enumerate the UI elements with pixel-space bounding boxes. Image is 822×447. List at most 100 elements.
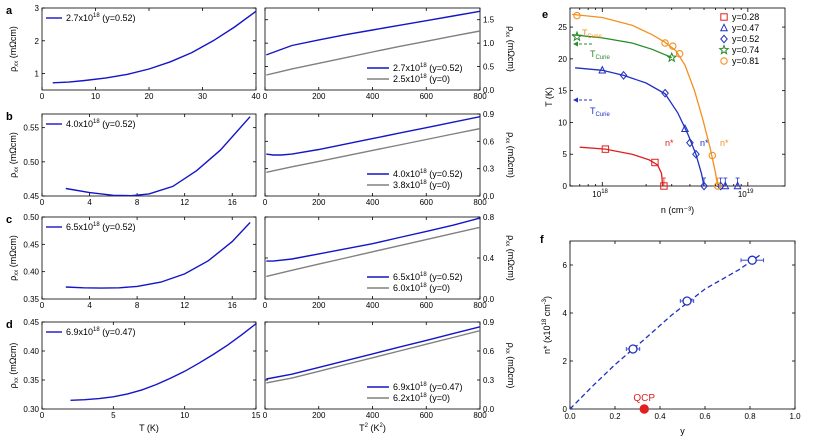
x-tick-label: 40 — [252, 92, 261, 101]
data-point — [669, 42, 677, 50]
y-tick-label: 10 — [558, 118, 567, 127]
panel-f: f 0.0 0.2 0.4 0.6 0.8 1.0 0 2 4 6 y n* (x1018 cm-3) Q… — [540, 234, 801, 436]
legend-label: y=0.52 — [732, 34, 759, 44]
legend-label: y=0.81 — [732, 56, 759, 66]
ylabel-group: T (K) — [544, 87, 554, 107]
x-tick-label: 400 — [366, 198, 380, 207]
y-tick-label: 0.45 — [23, 192, 39, 201]
plot-frame — [41, 113, 257, 197]
x-tick-label: 600 — [420, 198, 434, 207]
data-point — [700, 181, 708, 191]
y-tick-label: 15 — [558, 87, 567, 96]
legend-label: 6.9x1018 (y=0.47) — [393, 382, 463, 392]
x-tick-label: 0 — [40, 92, 45, 101]
y-tick-label: 0.40 — [23, 268, 39, 277]
x-tick-label: 200 — [312, 411, 326, 420]
legend-label: 2.5x1018 (y=0) — [393, 74, 450, 84]
data-point — [619, 70, 628, 80]
y-tick-label: 0.0 — [483, 86, 495, 95]
x-tick-label: 20 — [145, 92, 154, 101]
ylabel-text: ρxx (mΩcm) — [504, 26, 516, 72]
tcurie-label-blue: TCurie — [590, 106, 611, 118]
legend-label: 6.0x1018 (y=0) — [393, 283, 450, 293]
data-point — [628, 344, 638, 354]
xlabel: T (K) — [139, 423, 159, 433]
data-point — [680, 123, 690, 132]
tcurie-label-green: TCurie — [590, 49, 611, 61]
x-tick-label: 0.2 — [609, 412, 621, 421]
legend-label: y=0.74 — [732, 45, 759, 55]
y-tick-label: 6 — [563, 261, 568, 270]
series-line-1 — [65, 116, 251, 196]
nstar-label-blue: n* — [700, 138, 709, 148]
x-tick-label: 0 — [40, 411, 45, 420]
ylabel-text: ρxx (mΩcm) — [8, 343, 20, 389]
x-tick-label: 4 — [87, 301, 92, 310]
data-point — [573, 11, 581, 20]
x-tick-label: 200 — [312, 198, 326, 207]
data-point — [713, 182, 722, 190]
panel-letter-b: b — [6, 111, 13, 123]
qcp-label: QCP — [633, 393, 655, 404]
data-point — [747, 255, 757, 265]
x-tick-label: 0 — [263, 198, 268, 207]
x-tick-label: 15 — [252, 411, 261, 420]
data-point — [651, 158, 659, 167]
series-line-2 — [266, 30, 480, 76]
panel-letter-f: f — [540, 234, 544, 246]
x-tick-label: 600 — [420, 411, 434, 420]
legend-label: 6.2x1018 (y=0) — [393, 393, 450, 403]
y-tick-label: 0.8 — [483, 213, 495, 222]
legend-label: 6.5x1018 (y=0.52) — [393, 272, 463, 282]
y-tick-label: 0.0 — [483, 405, 495, 414]
x-tick-label: 600 — [420, 301, 434, 310]
ylabel-rho: ρxx (mΩcm) — [8, 343, 20, 389]
y-tick-label: 0.9 — [483, 110, 495, 119]
data-point — [666, 51, 678, 63]
data-point — [601, 145, 610, 153]
ylabel-rho: ρxx (mΩcm) — [504, 132, 516, 178]
ylabel-text: ρxx (mΩcm) — [504, 132, 516, 178]
y-tick-label: 0.6 — [483, 347, 495, 356]
y-tick-label: 0.6 — [483, 137, 495, 146]
y-tick-label: 0.30 — [23, 405, 39, 414]
data-point — [692, 149, 700, 159]
data-point — [708, 151, 717, 160]
legend-label: 2.7x1018 (y=0.52) — [66, 13, 136, 23]
x-tick-label: 10 — [180, 411, 189, 420]
y-tick-label: 0.5 — [483, 63, 495, 72]
ylabel-rho: ρxx (mΩcm) — [504, 235, 516, 281]
data-point — [571, 30, 583, 42]
x-tick-label: 200 — [312, 92, 326, 101]
legend-marker — [719, 23, 729, 32]
ylabel: T (K) — [544, 87, 554, 107]
y-tick-label: 1 — [35, 70, 40, 79]
ylabel-rho: ρxx (mΩcm) — [8, 26, 20, 72]
tcurie-arrow-blue-head — [573, 97, 578, 103]
y-tick-label: 0.4 — [483, 254, 495, 263]
series-line-1 — [65, 222, 251, 289]
plot-frame — [569, 240, 796, 410]
x-tick-label: 0.6 — [699, 412, 711, 421]
x-tick-label: 0.4 — [654, 412, 666, 421]
x-tick-label: 5 — [111, 411, 116, 420]
x-tick-label: 4 — [87, 198, 92, 207]
data-point — [686, 138, 694, 148]
y-tick-label: 0.50 — [23, 158, 39, 167]
y-tick-label: 3 — [35, 4, 40, 13]
data-point — [661, 88, 669, 98]
y-tick-label: 0.0 — [483, 192, 495, 201]
x-tick-label: 10 — [91, 92, 100, 101]
xlabel: T2 (K2) — [359, 423, 386, 433]
y-tick-label: 0.3 — [483, 165, 495, 174]
ylabel-rho: ρxx (mΩcm) — [504, 26, 516, 72]
series-line-1 — [266, 217, 480, 262]
ylabel-group: n* (x1018 cm-3) — [542, 296, 552, 354]
y-tick-label: 0.45 — [23, 318, 39, 327]
data-point — [660, 182, 668, 190]
